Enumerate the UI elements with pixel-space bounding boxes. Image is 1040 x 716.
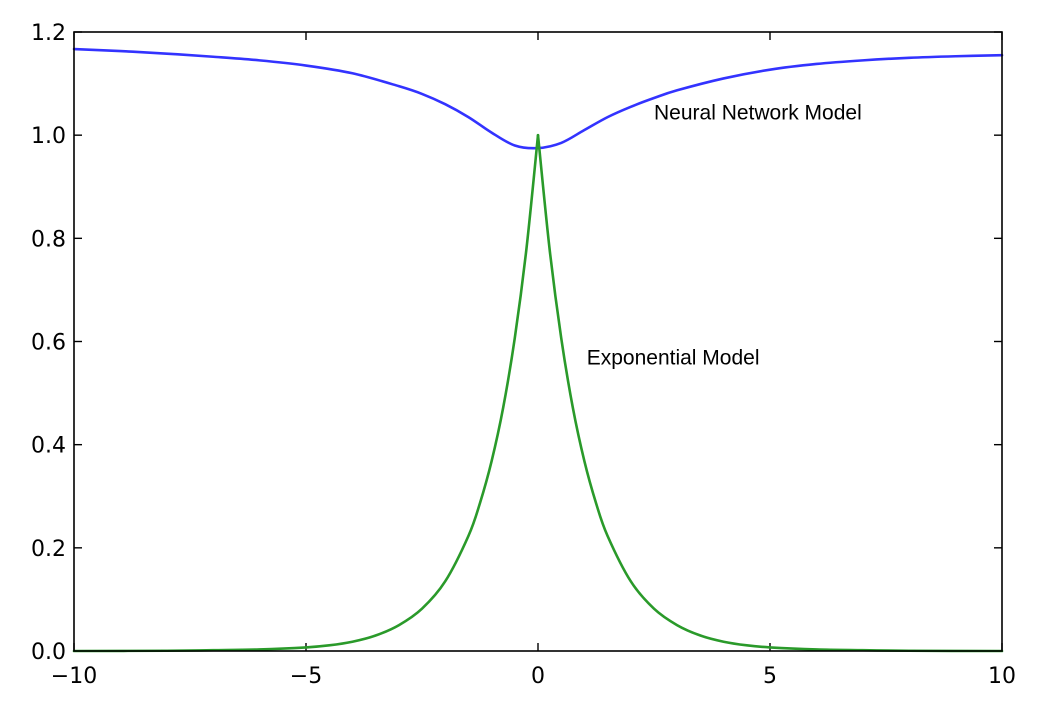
annotations-layer: Neural Network Model Exponential Model bbox=[587, 102, 862, 370]
y-tick-label: 1.0 bbox=[31, 124, 66, 149]
lines-layer bbox=[72, 47, 1004, 653]
x-tick-label: −10 bbox=[51, 664, 97, 689]
series-line bbox=[72, 47, 1004, 150]
x-tick-label: −5 bbox=[290, 664, 322, 689]
plot-frame bbox=[73, 31, 1003, 652]
y-tick-label: 0.0 bbox=[31, 640, 66, 665]
x-tick-label: 0 bbox=[531, 664, 545, 689]
series-line bbox=[72, 133, 540, 653]
series-0 bbox=[72, 47, 1004, 150]
labels-layer: −10 −5 0 5 10 0.0 0.2 0.4 0.6 0.8 1.0 1.2 bbox=[31, 21, 1016, 689]
annotation-label: Neural Network Model bbox=[654, 102, 862, 125]
y-tick-label: 0.2 bbox=[31, 537, 66, 562]
y-tick-label: 0.6 bbox=[31, 331, 66, 356]
x-tick-label: 5 bbox=[763, 664, 777, 689]
y-tick-label: 0.8 bbox=[31, 227, 66, 252]
series-line bbox=[536, 133, 1004, 653]
x-tick-label: 10 bbox=[988, 664, 1016, 689]
series-1 bbox=[72, 133, 1004, 653]
annotation-label: Exponential Model bbox=[587, 347, 760, 370]
ticks-layer bbox=[73, 31, 1003, 652]
y-tick-label: 1.2 bbox=[31, 21, 66, 46]
y-tick-label: 0.4 bbox=[31, 434, 66, 459]
